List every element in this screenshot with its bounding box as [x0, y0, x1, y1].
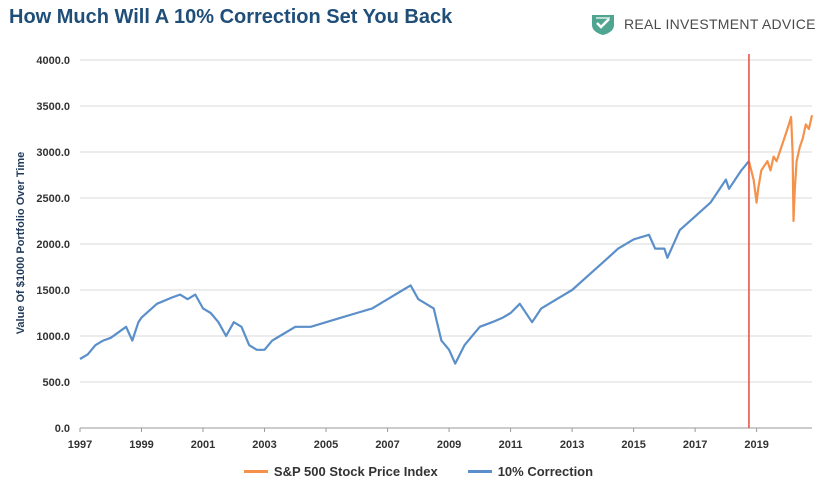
- legend-item: 10% Correction: [467, 464, 594, 479]
- x-tick-label: 2001: [191, 439, 215, 451]
- x-tick-label: 2015: [621, 439, 645, 451]
- y-tick-label: 3500.0: [36, 101, 70, 113]
- series-line-s-p-500-stock-price-index: [747, 114, 814, 223]
- y-tick-label: 1500.0: [36, 285, 70, 297]
- x-axis: 1997 1999 2001 2003 2005 2007 2009 2011 2013 2015…: [68, 427, 812, 451]
- x-tick-label: 2017: [683, 439, 707, 451]
- chart-title: How Much Will A 10% Correction Set You B…: [9, 6, 453, 28]
- chart-legend: S&P 500 Stock Price Index 10% Correction: [0, 464, 837, 479]
- y-axis-label: Value Of $1000 Portfolio Over Time: [15, 152, 27, 335]
- y-axis: 0.0 500.0 1000.0 1500.0 2000.0 2500.0 3000.0 35…: [36, 55, 70, 435]
- legend-item: S&P 500 Stock Price Index: [243, 464, 438, 479]
- x-tick-label: 2013: [560, 439, 584, 451]
- legend-swatch: [467, 470, 492, 473]
- x-tick-label: 2003: [252, 439, 276, 451]
- x-tick-label: 2019: [744, 439, 768, 451]
- brand-logo: REAL INVESTMENT ADVICE: [590, 12, 816, 36]
- y-tick-label: 500.0: [42, 377, 70, 389]
- x-tick-label: 2005: [314, 439, 338, 451]
- y-tick-label: 1000.0: [36, 331, 70, 343]
- gridlines: [80, 59, 812, 429]
- y-tick-label: 2500.0: [36, 193, 70, 205]
- legend-label: S&P 500 Stock Price Index: [273, 464, 438, 479]
- y-tick-label: 0.0: [55, 423, 70, 435]
- x-tick-label: 1999: [129, 439, 153, 451]
- legend-swatch: [243, 470, 268, 473]
- x-tick-label: 2007: [375, 439, 399, 451]
- series-layer: [79, 114, 814, 365]
- x-tick-label: 2011: [499, 439, 523, 451]
- x-tick-label: 1997: [68, 439, 92, 451]
- shield-check-icon: [592, 15, 614, 35]
- brand-name: REAL INVESTMENT ADVICE: [624, 16, 816, 32]
- x-tick-label: 2009: [437, 439, 461, 451]
- y-tick-label: 3000.0: [36, 147, 70, 159]
- y-tick-label: 4000.0: [36, 55, 70, 67]
- series-line-10-correction: [79, 160, 750, 365]
- y-tick-label: 2000.0: [36, 239, 70, 251]
- legend-label: 10% Correction: [497, 464, 594, 479]
